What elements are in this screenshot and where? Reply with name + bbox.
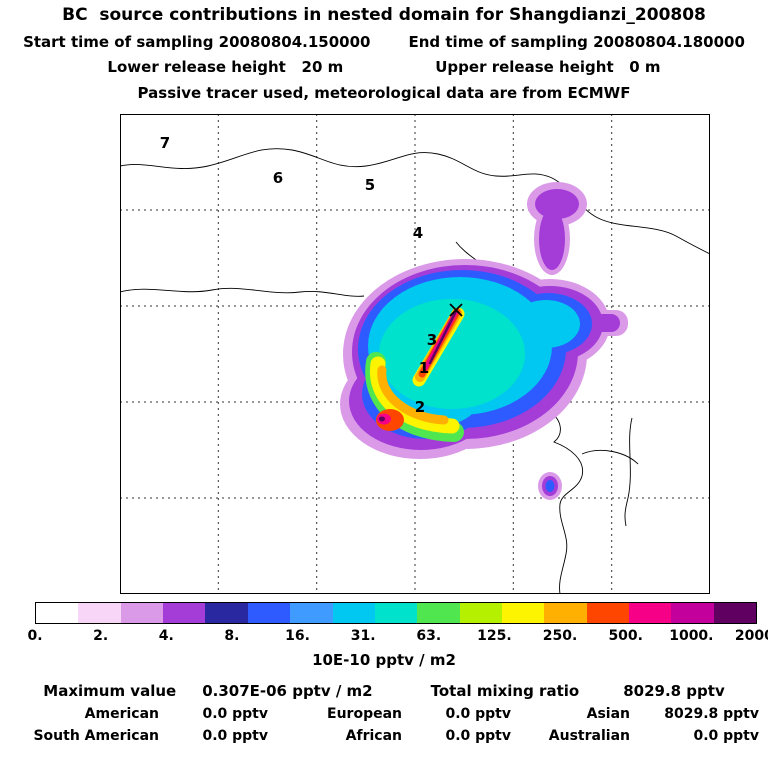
map-panel: 7 6 5 4 3 1 2 <box>120 114 710 594</box>
colorbar-segment <box>544 603 587 623</box>
plume-contours <box>340 182 628 500</box>
colorbar-units: 10E-10 pptv / m2 <box>312 651 456 669</box>
colorbar-segment <box>332 603 375 623</box>
colorbar-tick: 8. <box>224 628 240 644</box>
max-value: 0.307E-06 pptv / m2 <box>202 682 373 700</box>
region-label-7: 7 <box>160 134 170 152</box>
end-time-label: End time of sampling 20080804.180000 <box>408 33 745 51</box>
colorbar-tick: 16. <box>285 628 310 644</box>
colorbar-segment <box>290 603 333 623</box>
colorbar-segment <box>501 603 545 623</box>
start-time-label: Start time of sampling 20080804.150000 <box>23 33 371 51</box>
sampling-times-line: Start time of sampling 20080804.150000 E… <box>0 33 768 51</box>
upper-release-label: Upper release height 0 m <box>435 58 661 76</box>
continent-value-american: 0.0 pptv <box>202 706 268 722</box>
colorbar-tick: 250. <box>542 628 578 644</box>
continent-value-european: 0.0 pptv <box>445 706 511 722</box>
continent-contributions: American 0.0 pptv European 0.0 pptv Asia… <box>0 706 768 744</box>
region-labels: 7 6 5 4 3 1 2 <box>160 134 437 416</box>
continent-label-american: American <box>84 706 159 722</box>
colorbar-segment <box>36 603 79 623</box>
colorbar-segment <box>417 603 460 623</box>
region-label-2: 2 <box>415 398 425 416</box>
colorbar-segment <box>247 603 291 623</box>
colorbar-segment <box>120 603 164 623</box>
continent-label-european: European <box>327 706 402 722</box>
colorbar-tick: 4. <box>158 628 174 644</box>
colorbar-segment <box>459 603 502 623</box>
region-label-4: 4 <box>413 224 423 242</box>
colorbar-segment <box>629 603 672 623</box>
colorbar-tick: 2000. <box>734 628 768 644</box>
colorbar-tick: 1000. <box>669 628 714 644</box>
continent-label-asian: Asian <box>586 706 630 722</box>
map-svg: 7 6 5 4 3 1 2 <box>120 114 710 594</box>
continent-value-south-american: 0.0 pptv <box>202 728 268 744</box>
colorbar-segment <box>586 603 630 623</box>
release-heights-line: Lower release height 20 m Upper release … <box>0 58 768 76</box>
colorbar <box>35 602 757 624</box>
continent-label-australian: Australian <box>548 728 630 744</box>
colorbar-tick: 63. <box>416 628 442 644</box>
page-title: BC source contributions in nested domain… <box>62 5 706 25</box>
continent-value-australian: 0.0 pptv <box>693 728 759 744</box>
colorbar-tick: 31. <box>350 628 376 644</box>
colorbar-segment <box>163 603 206 623</box>
stats-summary-line: Maximum value 0.307E-06 pptv / m2 Total … <box>0 682 768 700</box>
map-border <box>120 114 710 594</box>
region-label-6: 6 <box>273 169 283 187</box>
colorbar-segment <box>671 603 714 623</box>
colorbar-segment <box>78 603 121 623</box>
continent-label-south-american: South American <box>33 728 159 744</box>
colorbar-tick: 125. <box>477 628 512 644</box>
total-mixing-ratio-value: 8029.8 pptv <box>623 682 725 700</box>
continent-value-african: 0.0 pptv <box>445 728 511 744</box>
colorbar-tick: 500. <box>608 628 643 644</box>
colorbar-tick: 0. <box>27 628 43 644</box>
colorbar-ticks: 0. 2. 4. 8. 16. 31. 63. 125. 250. 500. 1000. 2000. <box>27 628 768 646</box>
colorbar-segment <box>205 603 248 623</box>
region-label-3: 3 <box>427 331 437 349</box>
receptor-marker <box>449 303 463 317</box>
colorbar-segment <box>374 603 418 623</box>
max-value-label: Maximum value <box>43 682 177 700</box>
continent-value-asian: 8029.8 pptv <box>664 706 759 722</box>
lower-release-label: Lower release height 20 m <box>107 58 344 76</box>
colorbar-tick: 2. <box>93 628 109 644</box>
tracer-line: Passive tracer used, meteorological data… <box>0 84 768 102</box>
colorbar-segment <box>713 603 757 623</box>
region-label-5: 5 <box>365 176 375 194</box>
continent-label-african: African <box>345 728 402 744</box>
region-label-1: 1 <box>419 359 429 377</box>
total-mixing-ratio-label: Total mixing ratio <box>430 682 580 700</box>
tracer-label: Passive tracer used, meteorological data… <box>137 84 631 102</box>
